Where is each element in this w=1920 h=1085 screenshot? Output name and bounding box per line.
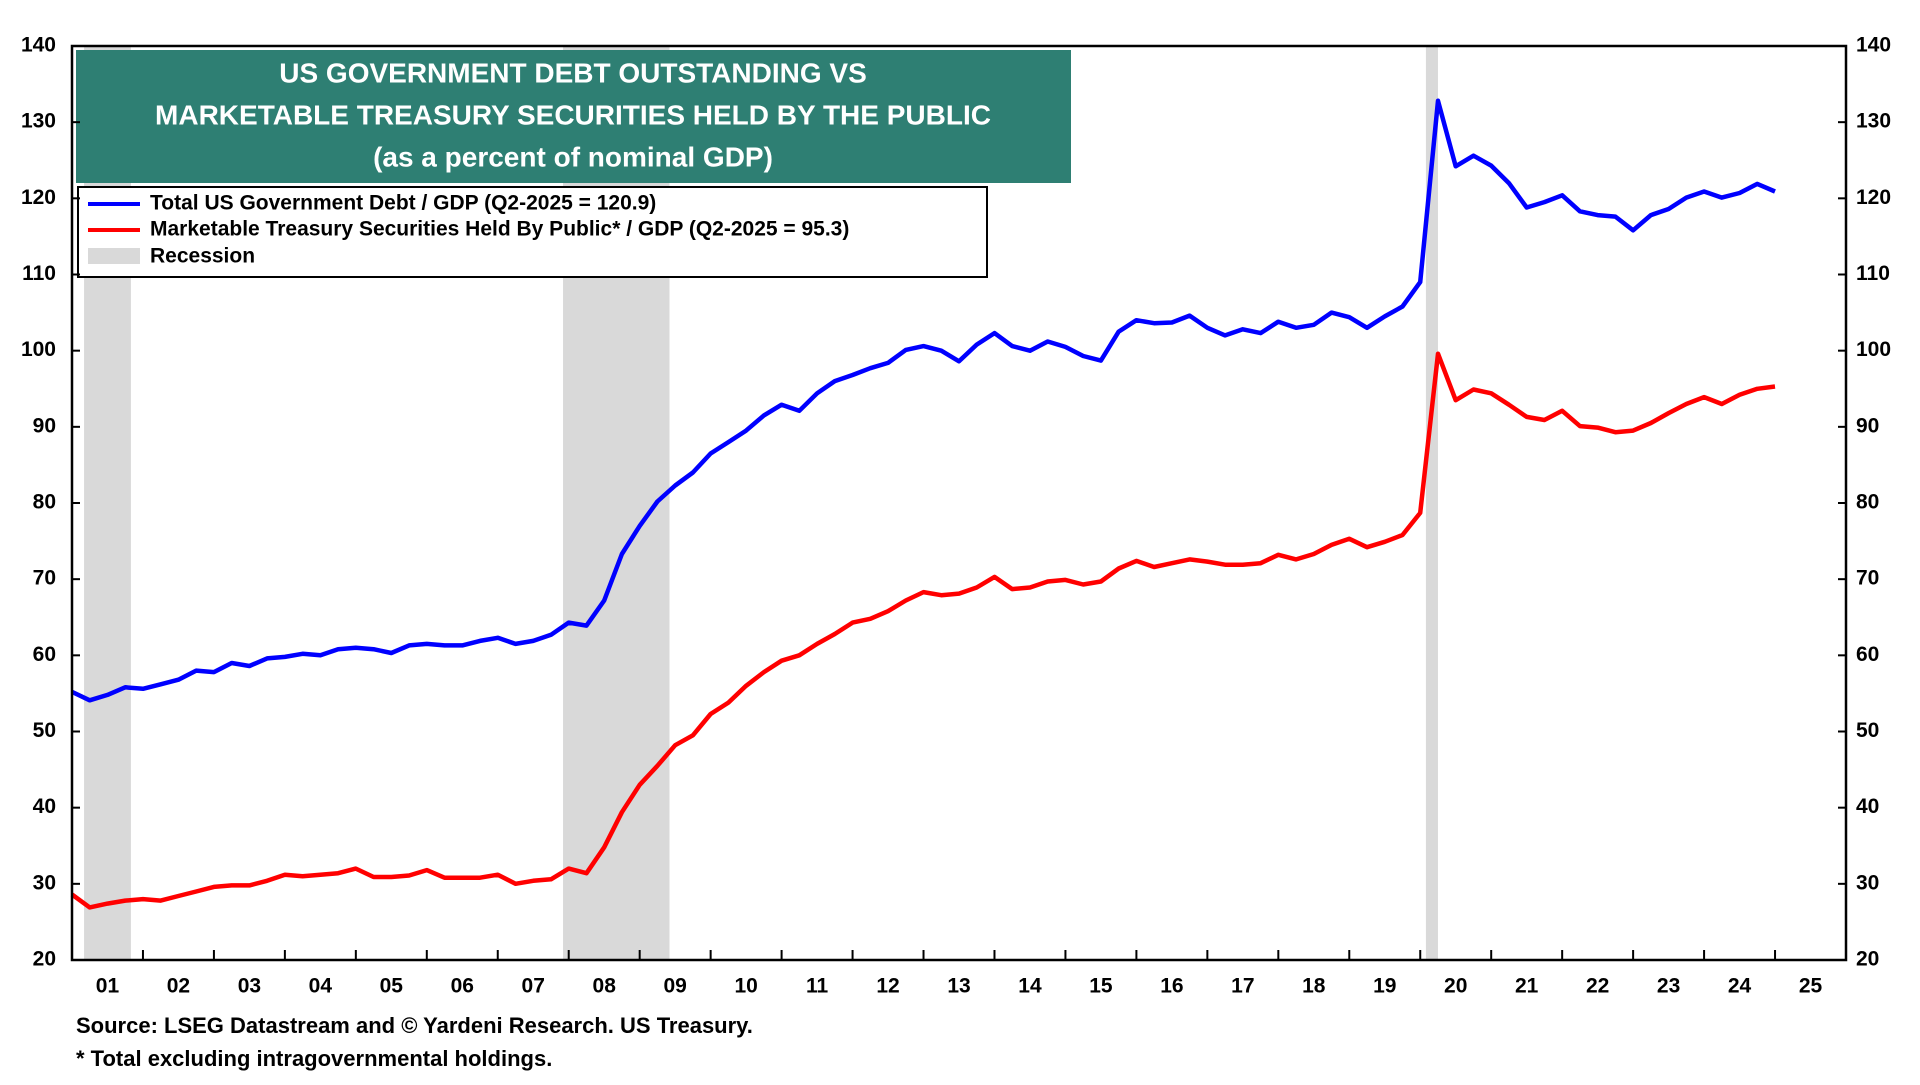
x-tick-label: 17	[1231, 975, 1254, 998]
y-tick-label: 110	[22, 262, 56, 285]
x-tick-label: 21	[1515, 975, 1539, 998]
y-tick-label: 20	[33, 948, 56, 971]
y-tick-label: 100	[21, 338, 56, 361]
y-tick-label: 40	[33, 795, 56, 818]
x-tick-label: 06	[451, 975, 474, 998]
series-line	[71, 98, 1776, 703]
x-tick-label: 01	[96, 975, 120, 998]
x-tick-label: 24	[1728, 975, 1752, 998]
legend-label: Recession	[150, 245, 255, 268]
y2-tick-label: 40	[1856, 795, 1879, 818]
y-tick-label: 120	[21, 186, 56, 209]
title-box	[76, 50, 1071, 183]
lines	[70, 98, 1776, 910]
x-tick-label: 02	[167, 975, 190, 998]
x-tick-label: 13	[947, 975, 970, 998]
x-tick-label: 18	[1302, 975, 1326, 998]
y-tick-label: 70	[33, 567, 56, 590]
recession-bands	[84, 46, 1438, 960]
y2-tick-label: 60	[1856, 643, 1879, 666]
legend	[77, 186, 988, 278]
y-tick-label: 80	[33, 491, 56, 514]
y-tick-label: 90	[33, 414, 56, 437]
y-tick-label: 60	[33, 643, 56, 666]
x-tick-label: 08	[593, 975, 617, 998]
plot-frame	[70, 44, 1848, 962]
y2-tick-label: 130	[1856, 110, 1891, 133]
y2-tick-label: 50	[1856, 719, 1879, 742]
y2-tick-label: 120	[1856, 186, 1891, 209]
y-tick-label: 140	[21, 34, 56, 57]
chart-subtitle: (as a percent of nominal GDP)	[373, 141, 773, 172]
y2-tick-label: 110	[1856, 262, 1890, 285]
y2-tick-label: 70	[1856, 567, 1879, 590]
x-tick-label: 22	[1586, 975, 1609, 998]
y-tick-label: 130	[21, 110, 56, 133]
x-tick-label: 05	[380, 975, 404, 998]
x-tick-label: 20	[1444, 975, 1467, 998]
x-tick-label: 03	[238, 975, 261, 998]
x-tick-label: 07	[522, 975, 545, 998]
x-tick-label: 12	[876, 975, 899, 998]
x-tick-label: 19	[1373, 975, 1396, 998]
series-line	[70, 351, 1776, 910]
chart-title: US GOVERNMENT DEBT OUTSTANDING VS	[279, 57, 867, 88]
legend-swatch	[88, 248, 140, 264]
y-tick-label: 30	[33, 871, 56, 894]
x-tick-label: 23	[1657, 975, 1680, 998]
note: * Total excluding intragovernmental hold…	[76, 1046, 552, 1071]
legend-label: Marketable Treasury Securities Held By P…	[150, 218, 849, 241]
y2-tick-label: 20	[1856, 948, 1879, 971]
recession-band	[84, 46, 131, 960]
y2-tick-label: 140	[1856, 34, 1891, 57]
source: Source: LSEG Datastream and © Yardeni Re…	[76, 1013, 753, 1038]
x-tick-label: 09	[663, 975, 686, 998]
x-tick-label: 15	[1089, 975, 1113, 998]
legend-label: Total US Government Debt / GDP (Q2-2025 …	[150, 192, 656, 215]
y2-tick-label: 90	[1856, 414, 1879, 437]
y-tick-label: 50	[33, 719, 56, 742]
x-tick-label: 16	[1160, 975, 1183, 998]
recession-band	[1425, 46, 1438, 960]
x-tick-label: 11	[806, 975, 829, 998]
chart-title: MARKETABLE TREASURY SECURITIES HELD BY T…	[155, 99, 991, 130]
x-tick-label: 25	[1799, 975, 1823, 998]
y2-tick-label: 30	[1856, 871, 1879, 894]
x-tick-label: 10	[734, 975, 757, 998]
y2-tick-label: 100	[1856, 338, 1891, 361]
y2-tick-label: 80	[1856, 491, 1879, 514]
x-tick-label: 04	[309, 975, 333, 998]
x-tick-label: 14	[1018, 975, 1042, 998]
